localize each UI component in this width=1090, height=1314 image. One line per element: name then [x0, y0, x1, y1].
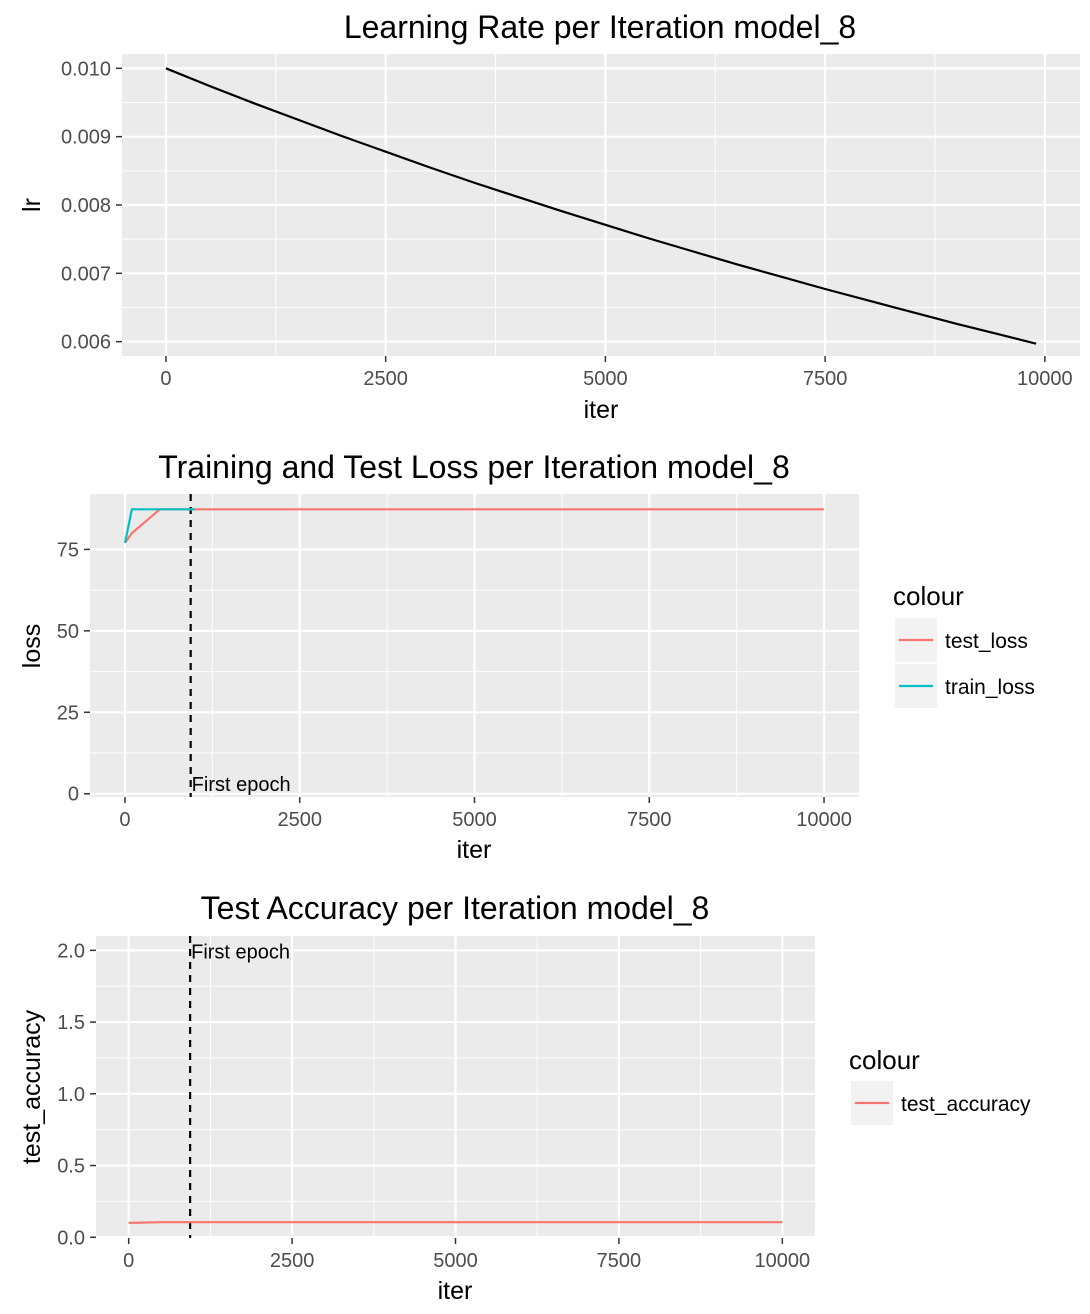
y-tick-label: 1.5: [57, 1012, 85, 1034]
legend-items: test_loss train_loss: [895, 618, 1035, 708]
x-tick-label: 5000: [433, 1250, 478, 1272]
chart-title: Test Accuracy per Iteration model_8: [201, 890, 710, 926]
y-tick-label: 0.009: [61, 127, 111, 149]
x-axis-ticks: 0 2500 5000 7500 10000: [123, 1238, 810, 1272]
legend: colour test_accuracy: [849, 1045, 1031, 1125]
panel-loss: Training and Test Loss per Iteration mod…: [18, 449, 1035, 864]
x-tick-label: 7500: [597, 1250, 642, 1272]
y-tick-label: 50: [57, 621, 79, 643]
grid-lines: [96, 936, 815, 1239]
legend-title: colour: [893, 581, 964, 611]
data-lines: [165, 67, 1037, 345]
x-axis-ticks: 0 2500 5000 7500 10000: [160, 356, 1073, 390]
grid-lines: [90, 494, 859, 797]
series-line-train-loss: [123, 508, 195, 544]
chart-title: Training and Test Loss per Iteration mod…: [158, 449, 789, 485]
y-tick-label: 0: [68, 784, 79, 806]
x-tick-label: 5000: [583, 368, 628, 390]
x-tick-label: 5000: [452, 809, 497, 831]
legend-label: test_accuracy: [901, 1093, 1031, 1116]
y-tick-label: 0.007: [61, 263, 111, 285]
data-lines: [128, 1221, 783, 1224]
x-tick-label: 0: [160, 368, 171, 390]
y-axis-title: loss: [18, 624, 46, 668]
series-line-test-accuracy: [128, 1221, 783, 1224]
y-axis-title: lr: [18, 198, 46, 212]
legend-label: train_loss: [945, 676, 1035, 699]
x-tick-label: 2500: [270, 1250, 315, 1272]
y-axis-ticks: 0.006 0.007 0.008 0.009 0.010: [61, 58, 122, 354]
x-axis-title: iter: [584, 396, 619, 424]
y-axis-ticks: 0 25 50 75: [57, 539, 90, 806]
y-tick-label: 0.010: [61, 58, 111, 80]
data-lines: [123, 508, 824, 544]
first-epoch-line: First epoch: [189, 936, 290, 1238]
x-tick-label: 0: [119, 809, 130, 831]
legend: colour test_loss train_loss: [893, 581, 1035, 708]
x-axis-title: iter: [438, 1277, 473, 1305]
y-axis-title: test_accuracy: [18, 1009, 46, 1164]
grid-lines: [122, 54, 1080, 356]
y-tick-label: 1.0: [57, 1084, 85, 1106]
x-tick-label: 10000: [1017, 368, 1073, 390]
y-tick-label: 0.006: [61, 332, 111, 354]
x-tick-label: 2500: [277, 809, 322, 831]
y-tick-label: 75: [57, 539, 79, 561]
legend-label: test_loss: [945, 630, 1028, 653]
x-axis-title: iter: [457, 836, 492, 864]
x-tick-label: 10000: [796, 809, 852, 831]
y-tick-label: 2.0: [57, 940, 85, 962]
first-epoch-line: First epoch: [189, 494, 291, 797]
y-tick-label: 0.5: [57, 1156, 85, 1178]
first-epoch-label: First epoch: [192, 774, 291, 796]
x-axis-ticks: 0 2500 5000 7500 10000: [119, 797, 852, 831]
x-tick-label: 2500: [363, 368, 408, 390]
y-tick-label: 0.008: [61, 195, 111, 217]
y-axis-ticks: 0.0 0.5 1.0 1.5 2.0: [57, 940, 96, 1249]
panel-accuracy: Test Accuracy per Iteration model_8 Firs…: [18, 890, 1031, 1305]
y-tick-label: 0.0: [57, 1227, 85, 1249]
legend-items: test_accuracy: [851, 1081, 1031, 1125]
y-tick-label: 25: [57, 702, 79, 724]
x-tick-label: 7500: [627, 809, 672, 831]
x-tick-label: 7500: [803, 368, 848, 390]
x-tick-label: 10000: [755, 1250, 811, 1272]
series-line: [165, 67, 1037, 345]
first-epoch-label: First epoch: [191, 941, 290, 963]
legend-title: colour: [849, 1045, 920, 1075]
panel-learning-rate: Learning Rate per Iteration model_8 0.00…: [18, 9, 1080, 424]
x-tick-label: 0: [123, 1250, 134, 1272]
chart-title: Learning Rate per Iteration model_8: [344, 9, 856, 45]
